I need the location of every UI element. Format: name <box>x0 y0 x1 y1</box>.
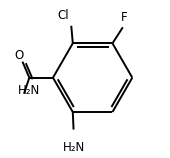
Text: Cl: Cl <box>58 9 70 22</box>
Text: F: F <box>121 11 128 24</box>
Text: O: O <box>14 49 23 62</box>
Text: H₂N: H₂N <box>63 141 86 154</box>
Text: H₂N: H₂N <box>18 84 40 97</box>
